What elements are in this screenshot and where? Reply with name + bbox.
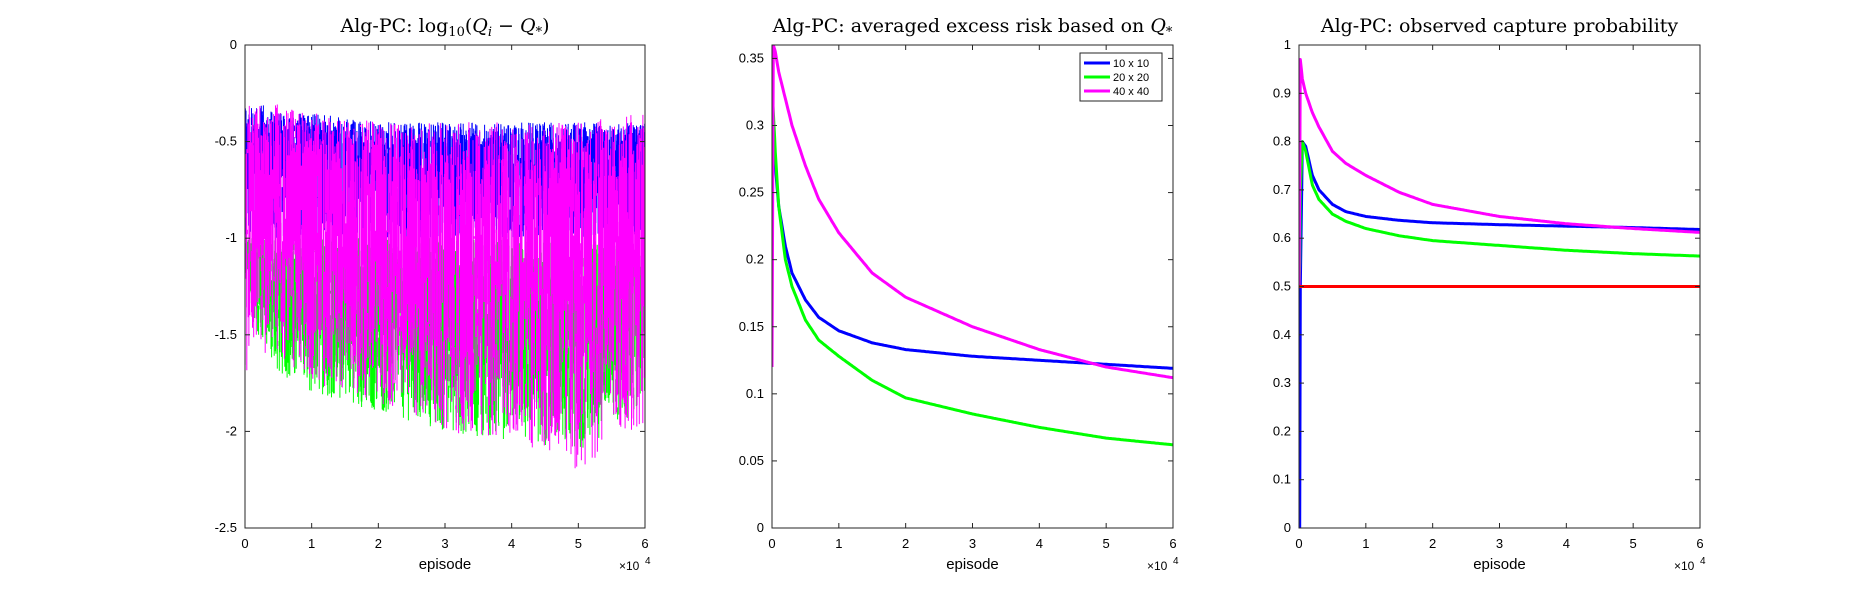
y-tick-label: 0.2 (1273, 423, 1291, 438)
chart-title: Alg-PC: log10(Qi − Q*) (339, 15, 549, 40)
x-multiplier: ×10 (1674, 559, 1695, 573)
legend-label: 40 x 40 (1113, 86, 1149, 98)
legend-label: 20 x 20 (1113, 72, 1149, 84)
series-line (772, 151, 1173, 370)
x-tick-label: 1 (1362, 536, 1369, 551)
series-line (772, 85, 1173, 447)
y-tick-label: 0.7 (1273, 182, 1291, 197)
x-tick-label: 6 (641, 536, 648, 551)
x-tick-label: 4 (1036, 536, 1043, 551)
y-tick-label: -2.5 (215, 520, 237, 535)
y-tick-label: 0.1 (746, 386, 764, 401)
series-line (1299, 140, 1700, 287)
x-tick-label: 3 (441, 536, 448, 551)
x-tick-label: 0 (1295, 536, 1302, 551)
y-tick-label: 0.05 (739, 453, 764, 468)
panel-excess-risk: 0 1 2 3 4 5 6 0 0.05 0.1 0.15 0.2 0.25 0.3 0.35 episode… (739, 15, 1179, 573)
legend-label: 10 x 10 (1113, 58, 1149, 70)
chart-title: Alg-PC: observed capture probability (1320, 15, 1679, 37)
y-tick-label: 0.2 (746, 252, 764, 267)
x-tick-label: 3 (1496, 536, 1503, 551)
x-multiplier-exponent: 4 (1173, 556, 1179, 567)
y-tick-label: 0 (757, 520, 764, 535)
y-tick-label: 0 (1284, 520, 1291, 535)
y-tick-label: 0.8 (1273, 134, 1291, 149)
y-tick-label: 0.5 (1273, 279, 1291, 294)
y-tick-label: 0.9 (1273, 85, 1291, 100)
y-tick-label: -1.5 (215, 327, 237, 342)
x-tick-label: 0 (241, 536, 248, 551)
x-tick-label: 4 (1563, 536, 1570, 551)
chart-title: Alg-PC: averaged excess risk based on Q* (772, 15, 1173, 40)
x-tick-label: 6 (1169, 536, 1176, 551)
x-multiplier: ×10 (1147, 559, 1168, 573)
series-group (1299, 58, 1700, 528)
x-axis-label: episode (1473, 556, 1526, 573)
x-tick-label: 1 (835, 536, 842, 551)
y-tick-label: 0.3 (746, 118, 764, 133)
x-tick-label: 2 (375, 536, 382, 551)
y-tick-label: 0.15 (739, 319, 764, 334)
plot-area (772, 45, 1173, 528)
legend: 10 x 10 20 x 20 40 x 40 (1079, 52, 1163, 102)
x-multiplier: ×10 (619, 559, 640, 573)
x-multiplier-exponent: 4 (1700, 556, 1706, 567)
x-tick-label: 5 (575, 536, 582, 551)
x-tick-label: 1 (308, 536, 315, 551)
x-tick-label: 5 (1103, 536, 1110, 551)
x-axis-label: episode (946, 556, 999, 573)
x-tick-label: 2 (1429, 536, 1436, 551)
x-tick-label: 2 (902, 536, 909, 551)
panel-log-q-diff: 0 1 2 3 4 5 6 -2.5 -2 -1.5 -1 -0.5 0 episode ×10 4 Alg-P… (215, 15, 651, 573)
x-tick-label: 3 (969, 536, 976, 551)
x-tick-label: 0 (768, 536, 775, 551)
y-tick-label: 0.6 (1273, 230, 1291, 245)
y-tick-label: 0.25 (739, 185, 764, 200)
y-tick-label: -0.5 (215, 134, 237, 149)
series-line (772, 45, 1173, 380)
series-line (1299, 58, 1700, 287)
x-tick-label: 6 (1696, 536, 1703, 551)
y-tick-label: 0 (230, 37, 237, 52)
x-tick-label: 4 (508, 536, 515, 551)
y-tick-label: 1 (1284, 37, 1291, 52)
y-tick-label: -2 (225, 423, 237, 438)
y-tick-label: 0.4 (1273, 327, 1291, 342)
x-multiplier-exponent: 4 (645, 556, 651, 567)
y-tick-label: 0.35 (739, 50, 764, 65)
series-group (772, 45, 1173, 447)
x-tick-label: 5 (1630, 536, 1637, 551)
y-tick-label: 0.1 (1273, 472, 1291, 487)
y-tick-label: 0.3 (1273, 375, 1291, 390)
y-tick-label: -1 (225, 230, 237, 245)
x-axis-label: episode (419, 556, 472, 573)
panel-capture-probability: 0 1 2 3 4 5 6 0 0.1 0.2 0.3 0.4 0.5 0.6 0.7 0.8 0.9 1 epis… (1273, 15, 1706, 573)
